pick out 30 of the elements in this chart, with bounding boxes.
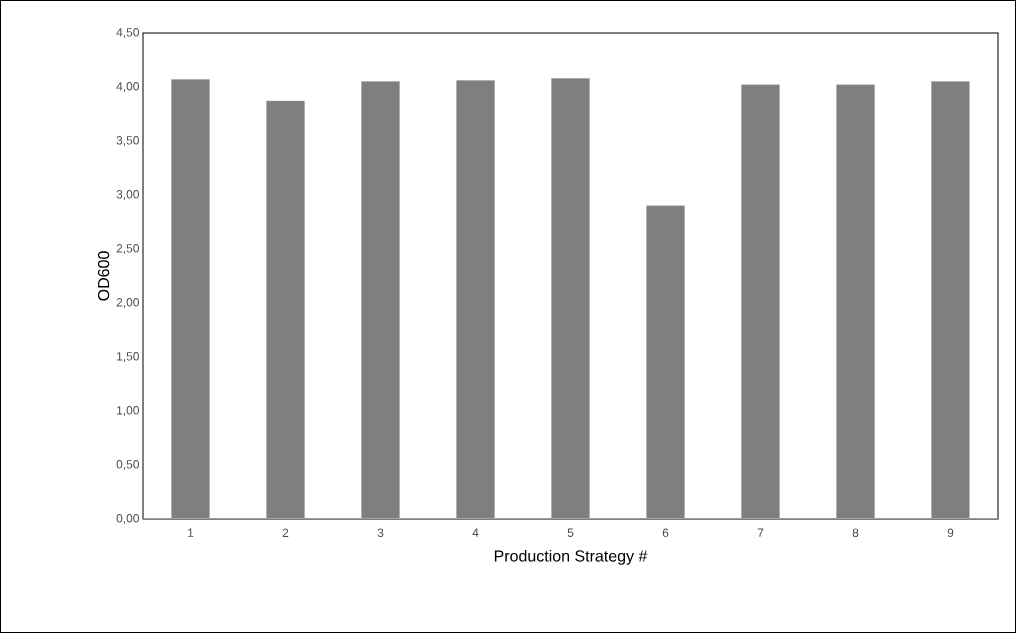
x-tick-label: 3 — [377, 528, 384, 538]
y-tick-label: 0,50 — [116, 460, 140, 470]
x-tick-label: 6 — [662, 528, 669, 538]
y-tick-label: 1,50 — [117, 352, 140, 362]
x-tick-label: 1 — [188, 528, 194, 537]
y-tick-label: 0,00 — [116, 514, 140, 524]
bar — [456, 80, 495, 519]
y-axis-title: OD600 — [97, 251, 110, 301]
bar — [266, 100, 305, 519]
y-tick-label: 2,00 — [116, 298, 140, 308]
bar — [931, 81, 970, 519]
x-tick-label: 2 — [282, 528, 289, 537]
bar — [741, 84, 780, 519]
bar — [551, 78, 590, 519]
x-tick-label: 5 — [567, 528, 574, 537]
bar — [646, 205, 685, 519]
x-tick-label: 9 — [947, 528, 954, 538]
y-tick-label: 2,50 — [116, 244, 140, 254]
y-tick-label: 1,00 — [117, 406, 140, 416]
bar — [171, 79, 210, 519]
x-tick-label: 8 — [852, 528, 859, 538]
y-tick-label: 3,50 — [116, 136, 140, 146]
y-tick-label: 3,00 — [116, 190, 140, 200]
x-tick-label: 4 — [472, 528, 479, 537]
bar — [836, 84, 875, 519]
x-tick-label: 7 — [757, 528, 764, 537]
bar — [361, 81, 400, 519]
y-tick-label: 4,50 — [116, 28, 140, 38]
y-tick-label: 4,00 — [116, 82, 140, 92]
x-axis-title: Production Strategy # — [494, 549, 648, 565]
